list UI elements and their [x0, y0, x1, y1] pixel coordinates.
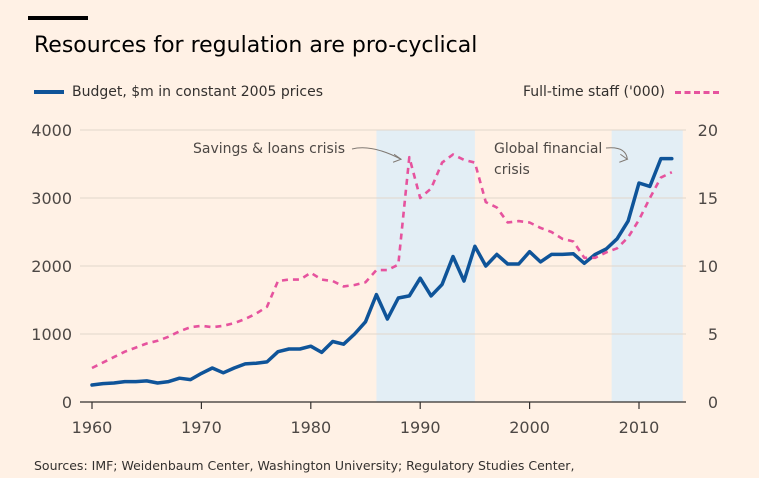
annotation-arrowhead-savings-loans: [392, 153, 403, 163]
y-right-tick-label: 5: [708, 325, 718, 344]
x-tick-label: 2010: [619, 418, 660, 437]
annotation-savings-loans: Savings & loans crisis: [193, 141, 345, 157]
y-left-tick-label: 3000: [31, 189, 72, 208]
x-tick-label: 1960: [72, 418, 113, 437]
y-left-tick-label: 4000: [31, 121, 72, 140]
annotation-arrow-savings-loans: [351, 147, 402, 160]
series-line-staff: [91, 153, 673, 370]
annotation-arrowhead-global-financial-crisis: [619, 153, 629, 163]
annotation-global-financial-crisis-line2: crisis: [494, 162, 530, 178]
title-accent-bar: [28, 16, 88, 20]
chart-title: Resources for regulation are pro-cyclica…: [34, 33, 478, 58]
y-right-tick-label: 20: [698, 121, 718, 140]
x-tick-label: 1970: [181, 418, 222, 437]
annotation-arrow-global-financial-crisis: [605, 147, 628, 160]
legend-staff-swatch: [675, 90, 719, 94]
y-right-tick-label: 15: [698, 189, 718, 208]
legend-budget-swatch: [34, 90, 64, 94]
legend-staff-label: Full-time staff ('000): [522, 84, 665, 100]
legend-staff: Full-time staff ('000): [523, 84, 719, 100]
x-tick-label: 1980: [290, 418, 331, 437]
legend-budget: Budget, $m in constant 2005 prices: [34, 84, 323, 100]
x-tick-label: 1990: [400, 418, 441, 437]
source-note: Sources: IMF; Weidenbaum Center, Washing…: [34, 458, 575, 473]
annotation-global-financial-crisis-line1: Global financial: [494, 141, 602, 157]
y-right-tick-label: 0: [708, 393, 718, 412]
x-tick-label: 2000: [509, 418, 550, 437]
legend-budget-label: Budget, $m in constant 2005 prices: [72, 84, 323, 100]
y-right-tick-label: 10: [698, 257, 718, 276]
y-left-tick-label: 0: [62, 393, 72, 412]
y-left-tick-label: 2000: [31, 257, 72, 276]
series-line-budget: [90, 156, 674, 387]
y-left-tick-label: 1000: [31, 325, 72, 344]
